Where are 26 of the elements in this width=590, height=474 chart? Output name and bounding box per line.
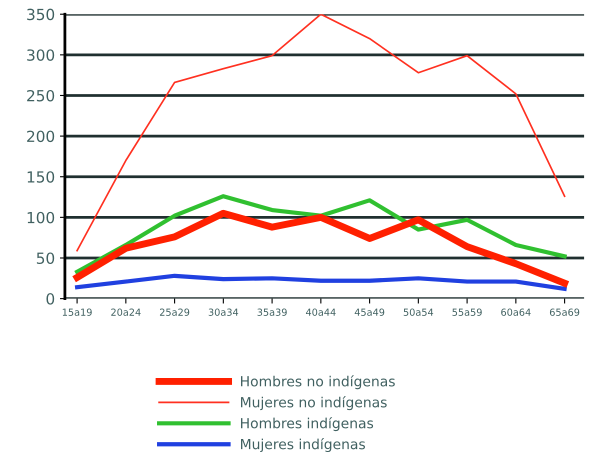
x-tick-label: 20a24 xyxy=(111,308,141,316)
y-tick-label: 100 xyxy=(28,212,54,224)
x-tick-label: 45a49 xyxy=(354,308,384,316)
y-tick-label: 150 xyxy=(28,171,54,183)
legend-label: Mujeres no indígenas xyxy=(241,396,387,410)
y-tick-label: 50 xyxy=(36,252,54,264)
x-tick-label: 60a64 xyxy=(501,308,531,316)
x-tick-label: 40a44 xyxy=(306,308,336,316)
y-tick-label: 0 xyxy=(46,293,54,305)
x-tick-label: 30a34 xyxy=(208,308,238,316)
y-tick-label: 200 xyxy=(27,130,54,142)
y-tick-label: 300 xyxy=(27,49,54,61)
x-tick-label: 50a54 xyxy=(404,308,434,316)
legend-label: Mujeres indígenas xyxy=(241,438,366,452)
x-tick-label: 55a59 xyxy=(452,308,482,316)
y-tick-label: 250 xyxy=(27,90,54,102)
line-series xyxy=(76,14,566,252)
x-tick-label: 25a29 xyxy=(160,308,190,316)
line-series xyxy=(75,194,567,274)
x-tick-label: 15a19 xyxy=(62,308,92,316)
legend-label: Hombres indígenas xyxy=(241,417,374,432)
legend-label: Hombres no indígenas xyxy=(241,375,395,390)
x-tick-label: 35a39 xyxy=(257,308,287,316)
line-series xyxy=(75,274,567,291)
y-tick-label: 350 xyxy=(27,8,54,20)
x-tick-label: 65a69 xyxy=(550,308,580,316)
